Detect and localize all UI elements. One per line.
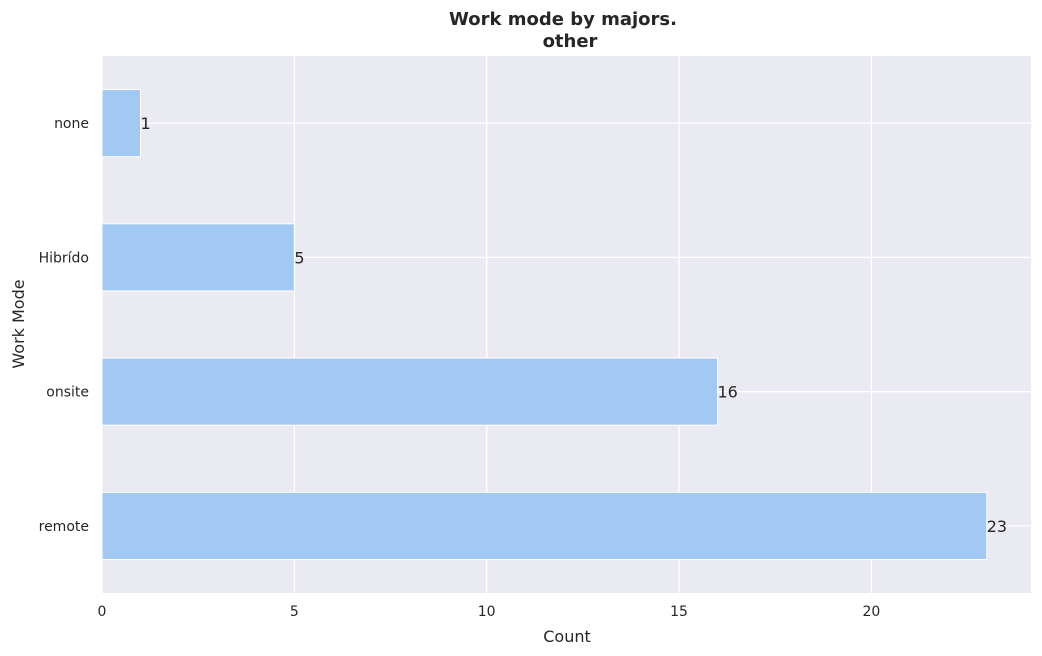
y-axis-ticks: remote onsite Hibrído none <box>39 116 89 535</box>
data-labels: 23 16 5 1 <box>140 114 1007 536</box>
data-label: 5 <box>294 248 304 267</box>
x-axis-label: Count <box>543 627 591 646</box>
x-tick-label: 0 <box>98 604 107 620</box>
bar-none <box>101 89 141 158</box>
x-tick-label: 15 <box>670 604 688 620</box>
x-tick-label: 5 <box>290 604 299 620</box>
y-axis-label: Work Mode <box>9 279 28 368</box>
bars <box>101 89 988 560</box>
y-tick-label: onsite <box>46 385 89 401</box>
x-tick-label: 20 <box>862 604 880 620</box>
data-label: 1 <box>140 114 150 133</box>
x-axis-ticks: 0 5 10 15 20 <box>98 604 881 620</box>
x-tick-label: 10 <box>478 604 496 620</box>
bar-onsite <box>101 357 718 426</box>
y-tick-label: Hibrído <box>39 250 89 266</box>
bar-hibrído <box>101 223 295 292</box>
chart-subtitle: other <box>543 31 598 52</box>
y-tick-label: none <box>54 116 89 132</box>
data-label: 23 <box>987 517 1007 536</box>
bar-remote <box>101 491 988 560</box>
data-label: 16 <box>717 383 737 402</box>
y-tick-label: remote <box>39 519 89 535</box>
chart-title: Work mode by majors. <box>449 9 677 30</box>
